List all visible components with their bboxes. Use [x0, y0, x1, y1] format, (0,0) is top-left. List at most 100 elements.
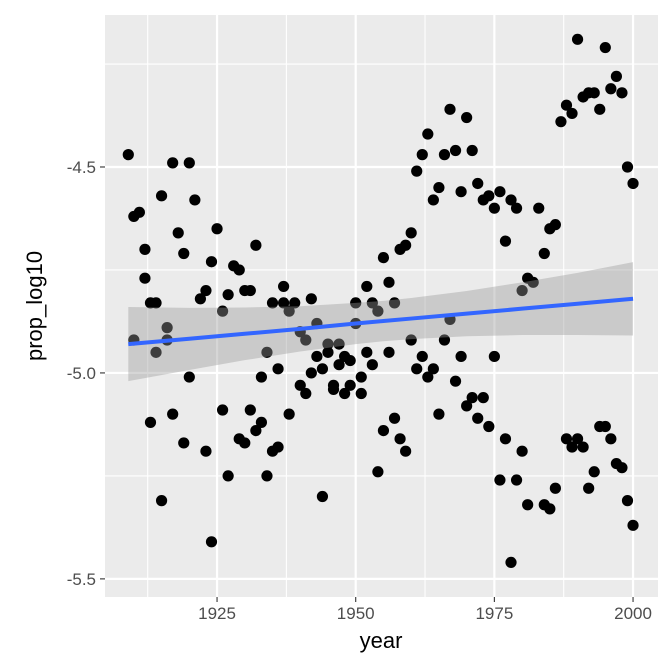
data-point: [316, 490, 329, 503]
data-point: [128, 210, 140, 223]
data-point: [627, 177, 639, 190]
y-axis-title: prop_log10: [22, 251, 47, 361]
data-point: [355, 371, 367, 383]
data-point: [549, 219, 561, 231]
data-point: [278, 297, 290, 309]
x-tick-label: 1975: [475, 604, 513, 623]
data-point: [366, 297, 378, 309]
data-point: [377, 252, 390, 264]
data-point: [388, 297, 401, 309]
data-point: [200, 445, 212, 457]
data-point: [621, 495, 634, 507]
data-point: [139, 272, 151, 284]
data-point: [455, 350, 467, 363]
data-point: [499, 235, 512, 247]
data-point: [522, 499, 534, 511]
data-point: [416, 350, 428, 363]
data-point: [544, 503, 556, 515]
data-point: [588, 466, 600, 478]
x-axis-title: year: [360, 628, 403, 653]
data-point: [472, 177, 484, 190]
data-point: [150, 297, 162, 309]
data-point: [172, 227, 184, 239]
data-point: [377, 424, 390, 437]
data-point: [161, 322, 173, 334]
data-point: [278, 280, 290, 293]
data-point: [216, 404, 229, 416]
data-point: [616, 87, 628, 99]
data-point: [494, 186, 506, 198]
data-point: [350, 297, 362, 309]
data-point: [560, 99, 573, 111]
data-point: [627, 519, 639, 531]
data-point: [139, 243, 151, 255]
data-point: [261, 470, 273, 482]
x-tick-label: 2000: [614, 604, 652, 623]
data-point: [594, 103, 606, 115]
data-point: [167, 408, 179, 420]
data-point: [560, 433, 573, 445]
data-point: [216, 305, 229, 317]
data-point: [433, 408, 445, 420]
data-point: [394, 433, 406, 445]
data-point: [311, 350, 323, 363]
data-point: [599, 41, 611, 54]
x-axis-ticks: 1925 1950 1975 2000: [198, 597, 652, 623]
y-tick-label: -4.5: [67, 158, 96, 177]
data-point: [605, 83, 617, 95]
data-point: [300, 387, 312, 400]
data-point: [505, 556, 517, 569]
data-point: [344, 354, 356, 367]
data-point: [422, 128, 434, 140]
data-point: [472, 412, 484, 424]
data-point: [510, 474, 523, 486]
data-point: [566, 107, 578, 120]
data-point: [605, 433, 617, 445]
data-point: [394, 243, 406, 255]
data-point: [610, 70, 623, 82]
data-point: [294, 379, 306, 391]
data-point: [167, 157, 179, 169]
data-point: [222, 289, 234, 301]
data-point: [322, 338, 334, 350]
data-point: [244, 284, 256, 297]
data-point: [344, 379, 356, 391]
data-point: [183, 157, 195, 169]
y-tick-label: -5.0: [67, 364, 96, 383]
data-point: [444, 103, 456, 115]
data-point: [483, 190, 495, 202]
data-point: [449, 144, 462, 157]
data-point: [272, 441, 284, 453]
data-point: [233, 264, 245, 276]
data-point: [183, 371, 195, 383]
data-point: [361, 346, 373, 358]
data-point: [516, 445, 528, 457]
data-point: [283, 408, 295, 420]
data-point: [538, 247, 550, 260]
data-point: [383, 276, 395, 288]
data-point: [455, 186, 467, 198]
data-point: [400, 445, 412, 457]
data-point: [194, 293, 207, 305]
data-point: [322, 346, 334, 358]
data-point: [178, 437, 190, 449]
data-point: [155, 190, 168, 202]
data-point: [155, 495, 168, 507]
data-point: [583, 482, 595, 494]
data-point: [200, 284, 212, 297]
data-point: [433, 181, 445, 194]
data-point: [261, 346, 273, 358]
data-point: [333, 359, 345, 371]
data-point: [516, 284, 528, 297]
data-point: [449, 375, 462, 387]
data-point: [621, 161, 634, 173]
data-point: [461, 400, 473, 412]
data-point: [411, 165, 423, 177]
data-point: [316, 363, 329, 375]
data-point: [599, 420, 611, 433]
data-point: [122, 149, 134, 161]
data-point: [211, 223, 223, 235]
data-point: [422, 371, 434, 383]
y-tick-label: -5.5: [67, 570, 96, 589]
